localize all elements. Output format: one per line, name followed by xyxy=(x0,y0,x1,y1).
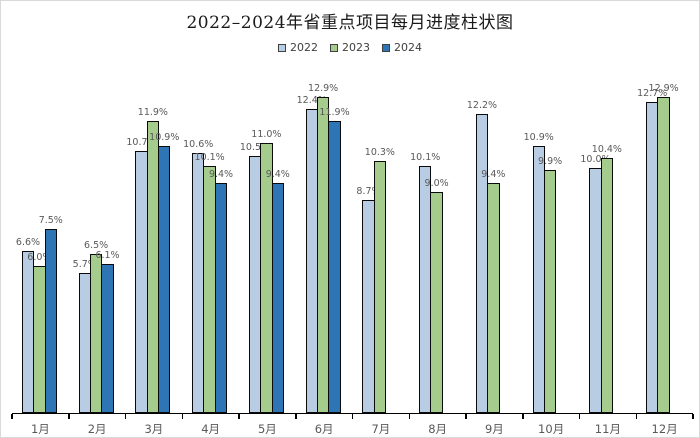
bar-2023-m10 xyxy=(543,170,557,413)
bar-label-2022-m6: 12.4% xyxy=(296,95,327,106)
legend-label: 2024 xyxy=(394,41,422,54)
bar-label-2022-m9: 12.2% xyxy=(466,100,498,111)
x-axis-tick xyxy=(351,414,354,419)
bar-label-2023-m11: 10.4% xyxy=(591,144,622,155)
x-axis-label-4: 4月 xyxy=(201,422,221,436)
bar-label-2024-m5: 9.4% xyxy=(265,169,290,180)
bar-label-2022-m7: 8.7% xyxy=(356,186,381,197)
legend-item-2023: 2023 xyxy=(330,41,370,54)
bar-2024-m6 xyxy=(328,121,341,413)
x-axis-tick xyxy=(238,414,240,419)
bar-label-2023-m9: 9.4% xyxy=(481,169,506,180)
legend-swatch-2024 xyxy=(382,43,390,52)
x-axis-tick xyxy=(124,414,127,419)
x-axis-label-12: 12月 xyxy=(651,422,678,436)
bar-label-2022-m2: 5.7% xyxy=(72,259,97,270)
bar-label-2024-m2: 6.1% xyxy=(95,250,120,261)
x-axis-tick xyxy=(408,414,410,419)
bar-label-2023-m7: 10.3% xyxy=(364,147,395,158)
bar-2023-m9 xyxy=(487,183,500,413)
x-axis-label-8: 8月 xyxy=(428,422,448,436)
bar-2024-m2 xyxy=(101,264,114,413)
bar-label-2023-m3: 11.9% xyxy=(137,107,168,118)
plot-area: 1月 2月 3月 4月 5月 6月 7月 8月 9月 10月 11月 12月 6.6% 5.7% 10.7%… xyxy=(11,83,694,436)
legend-item-2022: 2022 xyxy=(278,41,318,54)
x-axis-tick xyxy=(295,414,297,419)
x-axis-tick xyxy=(635,414,637,419)
x-axis-tick xyxy=(181,414,183,419)
x-axis-label-9: 9月 xyxy=(484,422,504,436)
legend-swatch-2023 xyxy=(330,43,338,52)
bar-label-2023-m1: 6.0% xyxy=(27,252,52,263)
bar-label-2022-m8: 10.1% xyxy=(410,152,441,163)
bar-2023-m8 xyxy=(430,192,443,413)
bar-label-2023-m4: 10.1% xyxy=(194,152,225,163)
bar-label-2022-m4: 10.6% xyxy=(183,139,214,150)
bar-2024-m3 xyxy=(158,146,171,413)
bar-label-2023-m12: 12.9% xyxy=(648,83,679,94)
x-axis-line xyxy=(12,412,693,414)
x-axis-tick xyxy=(11,414,13,419)
bar-2023-m7 xyxy=(373,161,387,413)
bar-label-2023-m6: 12.9% xyxy=(308,83,339,94)
bar-label-2023-m5: 11.0% xyxy=(251,129,282,140)
bar-label-2024-m3: 10.9% xyxy=(149,132,180,143)
x-axis-tick xyxy=(578,414,581,419)
bar-2024-m1 xyxy=(44,229,57,413)
x-axis-tick xyxy=(465,414,467,419)
bar-label-2022-m10: 10.9% xyxy=(523,132,554,143)
bar-2024-m5 xyxy=(271,183,284,413)
bar-2023-m11 xyxy=(600,158,614,413)
legend-label: 2022 xyxy=(290,41,318,54)
bar-label-2023-m8: 9.0% xyxy=(424,178,449,189)
x-axis-label-7: 7月 xyxy=(371,422,391,436)
legend: 2022 2023 2024 xyxy=(1,41,699,54)
bar-label-2022-m12: 12.7% xyxy=(637,88,668,99)
x-axis-label-2: 2月 xyxy=(87,422,107,436)
x-axis-label-10: 10月 xyxy=(538,422,565,436)
bar-label-2022-m1: 6.6% xyxy=(15,237,41,248)
bar-label-2024-m6: 11.9% xyxy=(319,107,350,118)
bar-label-2024-m1: 7.5% xyxy=(38,215,63,226)
bar-label-2022-m3: 10.7% xyxy=(126,137,157,148)
x-axis-label-5: 5月 xyxy=(257,422,277,436)
x-axis-label-6: 6月 xyxy=(314,422,334,436)
x-axis-tick xyxy=(68,414,70,419)
x-axis-label-3: 3月 xyxy=(144,422,164,436)
bar-label-2022-m5: 10.5% xyxy=(239,142,271,153)
x-axis-tick xyxy=(522,414,524,419)
x-axis-label-1: 1月 xyxy=(30,422,50,436)
bar-2024-m4 xyxy=(214,183,228,413)
legend-label: 2023 xyxy=(342,41,370,54)
legend-item-2024: 2024 xyxy=(382,41,422,54)
x-axis-label-11: 11月 xyxy=(594,422,621,436)
legend-swatch-2022 xyxy=(278,43,286,52)
bar-label-2023-m2: 6.5% xyxy=(84,240,109,251)
bar-label-2023-m10: 9.9% xyxy=(538,156,563,167)
bar-2023-m12 xyxy=(657,97,670,413)
chart-title: 2022–2024年省重点项目每月进度柱状图 xyxy=(186,13,514,33)
bar-label-2022-m11: 10.0% xyxy=(580,154,611,165)
bar-label-2024-m4: 9.4% xyxy=(208,169,234,180)
x-axis-tick xyxy=(692,414,694,419)
